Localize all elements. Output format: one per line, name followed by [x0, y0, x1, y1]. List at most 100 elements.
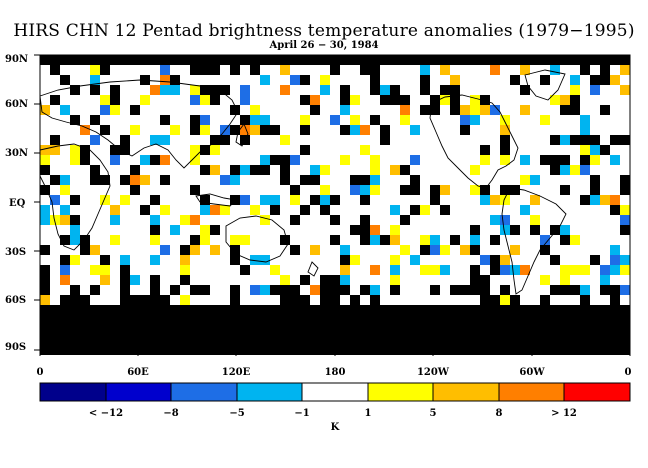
anomaly-cell	[440, 65, 450, 75]
anomaly-cell	[130, 305, 140, 315]
anomaly-cell	[330, 195, 340, 205]
anomaly-cell	[510, 325, 520, 335]
anomaly-cell	[80, 325, 90, 335]
coast-new-zealand	[307, 261, 319, 277]
anomaly-cell	[620, 325, 630, 335]
anomaly-cell	[300, 175, 310, 185]
anomaly-cell	[100, 305, 110, 315]
anomaly-cell	[230, 125, 240, 135]
anomaly-cell	[460, 55, 470, 65]
anomaly-cell	[180, 315, 190, 325]
anomaly-cell	[40, 325, 50, 335]
anomaly-cell	[70, 255, 80, 265]
anomaly-cell	[580, 125, 590, 135]
anomaly-cell	[450, 335, 460, 345]
colorbar-bin-5	[302, 383, 368, 401]
anomaly-cell	[370, 325, 380, 335]
anomaly-cell	[480, 95, 490, 105]
anomaly-cell	[200, 235, 210, 245]
anomaly-cell	[90, 55, 100, 65]
anomaly-cell	[250, 65, 260, 75]
lon-label-180: 180	[325, 367, 346, 378]
anomaly-cell	[470, 325, 480, 335]
anomaly-cell	[370, 295, 380, 305]
anomaly-cell	[570, 315, 580, 325]
anomaly-cell	[610, 315, 620, 325]
anomaly-cell	[90, 285, 100, 295]
anomaly-cell	[140, 295, 150, 305]
anomaly-cell	[280, 315, 290, 325]
anomaly-cell	[390, 205, 400, 215]
anomaly-cell	[270, 195, 280, 205]
anomaly-cell	[100, 315, 110, 325]
anomaly-cell	[210, 65, 220, 75]
anomaly-cell	[430, 325, 440, 335]
anomaly-cell	[500, 225, 510, 235]
anomaly-cell	[220, 335, 230, 345]
anomaly-cell	[560, 135, 570, 145]
anomaly-cell	[410, 125, 420, 135]
anomaly-cell	[90, 85, 100, 95]
anomaly-cell	[520, 265, 530, 275]
anomaly-cell	[150, 215, 160, 225]
anomaly-cell	[290, 55, 300, 65]
anomaly-cell	[410, 315, 420, 325]
anomaly-cell	[240, 165, 250, 175]
anomaly-cell	[380, 125, 390, 135]
anomaly-cell	[60, 315, 70, 325]
anomaly-cell	[590, 85, 600, 95]
anomaly-cell	[210, 315, 220, 325]
anomaly-cell	[50, 315, 60, 325]
anomaly-cell	[590, 315, 600, 325]
anomaly-cell	[140, 155, 150, 165]
anomaly-cell	[490, 55, 500, 65]
anomaly-cell	[160, 65, 170, 75]
anomaly-cell	[290, 315, 300, 325]
lon-label-60w: 60W	[519, 367, 545, 378]
anomaly-cell	[300, 115, 310, 125]
anomaly-cell	[300, 335, 310, 345]
anomaly-cell	[480, 55, 490, 65]
anomaly-cell	[460, 125, 470, 135]
anomaly-cell	[210, 135, 220, 145]
anomaly-cell	[70, 325, 80, 335]
anomaly-cell	[150, 335, 160, 345]
anomaly-cell	[570, 105, 580, 115]
anomaly-cell	[50, 135, 60, 145]
anomaly-cell	[200, 55, 210, 65]
anomaly-cell	[610, 265, 620, 275]
anomaly-cell	[140, 305, 150, 315]
anomaly-cell	[310, 335, 320, 345]
anomaly-cell	[570, 75, 580, 85]
anomaly-cell	[160, 335, 170, 345]
anomaly-cell	[400, 185, 410, 195]
anomaly-cell	[480, 275, 490, 285]
anomaly-cell	[360, 335, 370, 345]
anomaly-cell	[390, 285, 400, 295]
anomaly-cell	[80, 335, 90, 345]
anomaly-cell	[540, 155, 550, 165]
anomaly-cell	[370, 185, 380, 195]
anomaly-cell	[530, 315, 540, 325]
anomaly-cell	[310, 245, 320, 255]
anomaly-cell	[120, 295, 130, 305]
anomaly-cell	[590, 155, 600, 165]
anomaly-cell	[110, 85, 120, 95]
anomaly-cell	[150, 155, 160, 165]
anomaly-cell	[350, 175, 360, 185]
anomaly-cell	[550, 65, 560, 75]
anomaly-cell	[230, 315, 240, 325]
anomaly-cell	[480, 185, 490, 195]
anomaly-cell	[150, 305, 160, 315]
anomaly-cell	[360, 325, 370, 335]
anomaly-cell	[540, 295, 550, 305]
anomaly-cell	[80, 295, 90, 305]
anomaly-cell	[150, 85, 160, 95]
anomaly-cell	[320, 185, 330, 195]
anomaly-cell	[380, 335, 390, 345]
latitude-axis: 90N 60N 30N EQ 30S 60S 90S	[5, 54, 41, 353]
anomaly-cell	[320, 275, 330, 285]
anomaly-cell	[300, 75, 310, 85]
anomaly-cell	[620, 85, 630, 95]
anomaly-cell	[530, 195, 540, 205]
